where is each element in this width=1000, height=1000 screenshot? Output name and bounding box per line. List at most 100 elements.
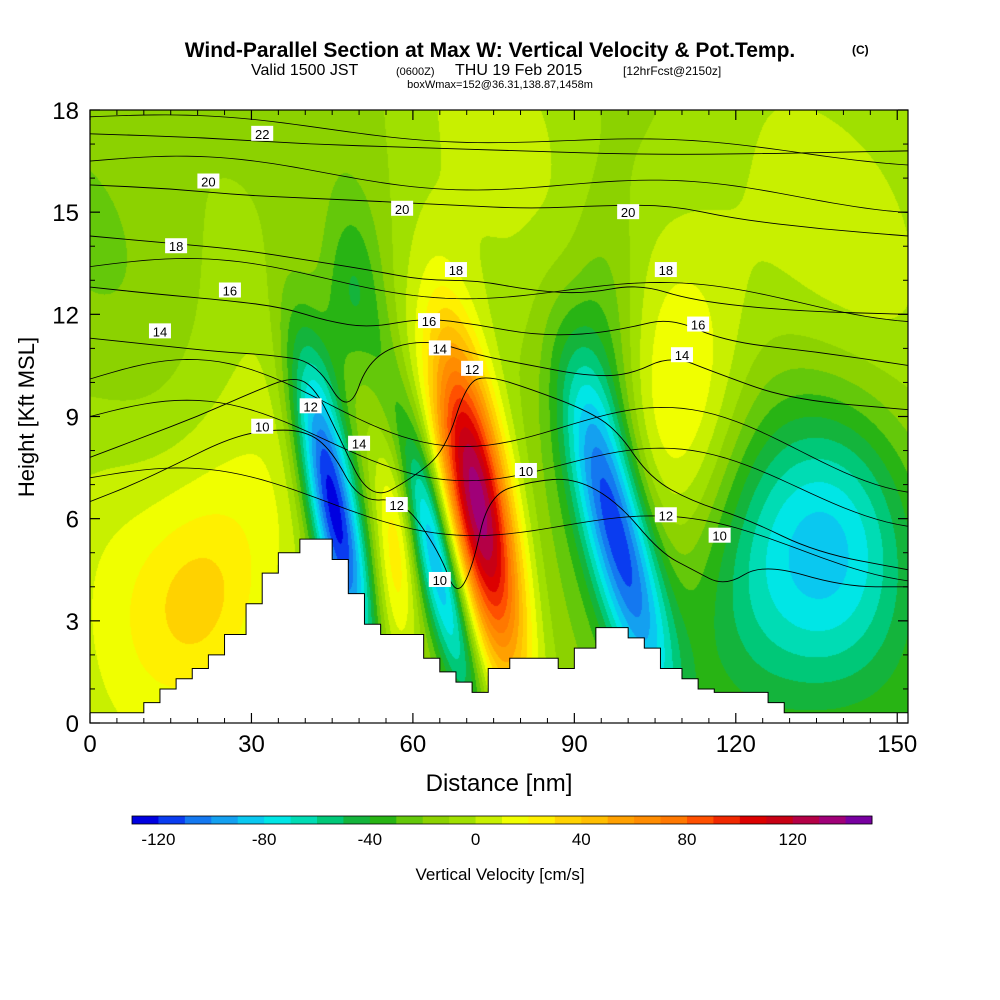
- y-tick-label: 12: [52, 302, 79, 329]
- valid-time-utc: (0600Z): [396, 66, 435, 78]
- contour-label-bg: [391, 200, 414, 216]
- y-tick-label: 18: [52, 98, 79, 125]
- contour-label-14: 14: [352, 437, 366, 452]
- x-tick-label: 120: [716, 731, 756, 758]
- terrain-profile: [89, 538, 909, 724]
- x-axis-label: Distance [nm]: [426, 770, 573, 797]
- contour-label-bg: [218, 282, 241, 298]
- colorbar-swatch: [290, 816, 318, 824]
- colorbar-swatch: [264, 816, 292, 824]
- colorbar-swatch: [158, 816, 186, 824]
- colorbar-swatch: [660, 816, 688, 824]
- contour-label-bg: [418, 313, 441, 329]
- contour-label-bg: [670, 347, 693, 363]
- contour-label-bg: [708, 527, 731, 543]
- contour-label-14: 14: [433, 341, 447, 356]
- colorbar-label: Vertical Velocity [cm/s]: [415, 865, 584, 884]
- isentrope-extra-4: [90, 155, 908, 214]
- contour-label-bg: [251, 418, 274, 434]
- vertical-velocity-field: [90, 110, 908, 723]
- colorbar-tick-label: -40: [358, 830, 383, 849]
- colorbar-frame: [131, 815, 873, 825]
- contour-label-10: 10: [712, 529, 726, 544]
- colorbar-swatch: [396, 816, 424, 824]
- colorbar-swatch: [132, 816, 159, 824]
- colorbar-swatch: [739, 816, 767, 824]
- contour-label-20: 20: [395, 202, 409, 217]
- contour-label-bg: [148, 323, 171, 339]
- contour-label-bg: [251, 125, 274, 141]
- contour-label-18: 18: [169, 239, 183, 254]
- colorbar: -120 -80 -40 0 40 80 120: [131, 815, 873, 849]
- isentrope-extra-2: [90, 359, 908, 493]
- contour-label-16: 16: [223, 283, 237, 298]
- contour-label-bg: [197, 173, 220, 189]
- colorbar-swatch: [475, 816, 503, 824]
- valid-time-date: THU 19 Feb 2015: [455, 62, 582, 79]
- contour-label-10: 10: [519, 464, 533, 479]
- isentrope-22-6: [90, 133, 908, 155]
- isentrope-20-5: [90, 184, 908, 237]
- colorbar-tick-label: 120: [779, 830, 807, 849]
- contour-label-12: 12: [465, 362, 479, 377]
- colorbar-swatch: [422, 816, 450, 824]
- contour-label-bg: [654, 507, 677, 523]
- axes: 0 30 60 90 120 150 0 3 6 9 12 15 18: [52, 98, 917, 758]
- potential-temperature-contours: [90, 114, 908, 589]
- x-tick-label: 30: [238, 731, 265, 758]
- isentrope-18-4: [90, 235, 908, 315]
- colorbar-swatch: [554, 816, 582, 824]
- contour-label-14: 14: [675, 348, 689, 363]
- colorbar-swatch: [343, 816, 371, 824]
- colorbar-swatch: [634, 816, 662, 824]
- isentrope-extra-1: [90, 399, 908, 527]
- x-tick-label: 60: [400, 731, 427, 758]
- colorbar-swatch: [369, 816, 397, 824]
- colorbar-swatch: [766, 816, 794, 824]
- isentrope-12-1: [90, 377, 908, 571]
- colorbar-tick-label: -120: [141, 830, 175, 849]
- contour-label-bg: [428, 340, 451, 356]
- colorbar-swatch: [317, 816, 344, 824]
- contour-label-16: 16: [422, 314, 436, 329]
- colorbar-swatch: [607, 816, 635, 824]
- valid-time-prefix: Valid 1500 JST: [251, 62, 359, 79]
- contour-label-16: 16: [691, 318, 705, 333]
- box-info: boxWmax=152@36.31,138.87,1458m: [407, 79, 593, 91]
- forecast-info: [12hrFcst@2150z]: [623, 64, 721, 78]
- colorbar-swatch: [845, 816, 873, 824]
- isentrope-extra-5: [90, 114, 908, 166]
- colorbar-tick-label: 80: [678, 830, 697, 849]
- contour-label-bg: [165, 238, 188, 254]
- contour-label-bg: [461, 360, 484, 376]
- contour-label-20: 20: [621, 205, 635, 220]
- colorbar-swatch: [528, 816, 556, 824]
- chart-title: Wind-Parallel Section at Max W: Vertical…: [185, 39, 796, 62]
- colorbar-swatch: [237, 816, 265, 824]
- contour-label-bg: [654, 262, 677, 278]
- y-tick-label: 3: [66, 609, 79, 636]
- colorbar-swatch: [581, 816, 609, 824]
- x-tick-label: 90: [561, 731, 588, 758]
- y-tick-label: 9: [66, 405, 79, 432]
- colorbar-swatch: [687, 816, 714, 824]
- contour-label-bg: [428, 571, 451, 587]
- contour-label-12: 12: [303, 399, 317, 414]
- contour-label-bg: [299, 398, 322, 414]
- colorbar-swatch: [792, 816, 820, 824]
- colorbar-swatch: [211, 816, 239, 824]
- y-tick-label: 0: [66, 711, 79, 738]
- isentrope-extra-3: [90, 258, 908, 322]
- contour-label-12: 12: [659, 508, 673, 523]
- colorbar-swatch: [449, 816, 477, 824]
- contour-label-bg: [687, 316, 710, 332]
- y-tick-label: 15: [52, 200, 79, 227]
- colorbar-swatch: [184, 816, 212, 824]
- contour-label-14: 14: [153, 324, 167, 339]
- y-axis-label: Height [Kft MSL]: [14, 337, 39, 497]
- x-tick-label: 0: [83, 731, 96, 758]
- contour-label-22: 22: [255, 127, 269, 142]
- contour-label-bg: [385, 497, 408, 513]
